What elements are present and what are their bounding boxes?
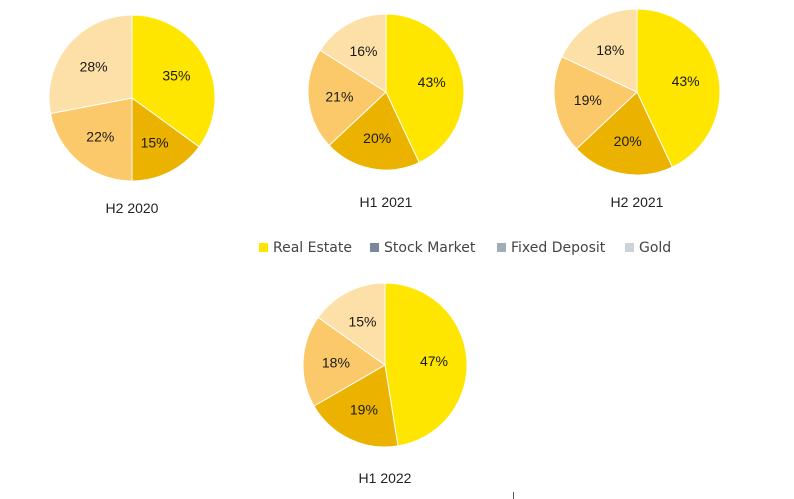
pie-title: H2 2021 [611,194,664,210]
data-label-fixed-deposit: 21% [325,88,353,104]
legend-item-gold: Gold [625,240,671,256]
legend-swatch [625,243,634,252]
data-label-real-estate: 35% [162,67,190,83]
data-label-gold: 15% [348,313,376,329]
data-label-fixed-deposit: 19% [574,92,602,108]
legend-swatch [497,243,506,252]
data-label-real-estate: 43% [418,74,446,90]
data-label-real-estate: 47% [420,353,448,369]
pie-title: H2 2020 [106,200,159,216]
legend: Real Estate Stock Market Fixed Deposit Gold [259,240,671,256]
pie-title: H1 2022 [359,470,412,486]
legend-label: Fixed Deposit [511,240,606,256]
data-label-real-estate: 43% [672,73,700,89]
pie-h2-2020: 35% 15% 22% 28% H2 2020 [49,15,215,216]
legend-swatch [370,243,379,252]
data-label-stock-market: 19% [350,401,378,417]
data-label-gold: 28% [80,58,108,74]
legend-swatch [259,243,268,252]
data-label-stock-market: 15% [141,134,169,150]
data-label-stock-market: 20% [363,130,391,146]
data-label-gold: 18% [596,42,624,58]
legend-label: Stock Market [384,240,476,256]
data-label-stock-market: 20% [614,133,642,149]
data-label-fixed-deposit: 22% [86,128,114,144]
data-label-gold: 16% [349,43,377,59]
pie-h1-2021: 43% 20% 21% 16% H1 2021 [308,14,464,210]
legend-item-real-estate: Real Estate [259,240,352,256]
legend-label: Real Estate [273,240,352,256]
legend-item-stock-market: Stock Market [370,240,476,256]
legend-label: Gold [639,240,671,256]
pie-charts-figure: 35%15%22%28%H2 202043%20%21%16%H1 202143… [0,0,794,499]
axis-tick-mark [513,492,514,499]
data-label-fixed-deposit: 18% [322,355,350,371]
pie-h2-2021: 43% 20% 19% 18% H2 2021 [554,9,720,210]
legend-item-fixed-deposit: Fixed Deposit [497,240,606,256]
pie-h1-2022: 47% 19% 18% 15% H1 2022 [303,283,467,486]
pie-title: H1 2021 [360,194,413,210]
